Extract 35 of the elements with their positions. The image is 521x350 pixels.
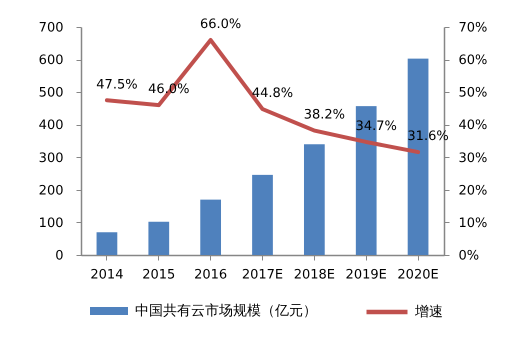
y-tick-label: 0 (55, 248, 64, 264)
data-label: 47.5% (96, 77, 138, 92)
x-tick-label: 2019E (346, 268, 387, 282)
y2-tick-label: 30% (458, 150, 488, 166)
y2-tick-label: 60% (458, 53, 488, 68)
y-tick-label: 100 (38, 216, 64, 231)
data-label: 66.0% (200, 17, 242, 32)
y-tick-label: 400 (38, 118, 64, 134)
x-tick-label: 2020E (397, 268, 439, 282)
bar (200, 200, 222, 255)
x-tick-label: 2015 (142, 268, 176, 282)
legend-label: 中国共有云市场规模（亿元） (135, 303, 317, 319)
y2-tick-label: 40% (458, 118, 488, 134)
x-tick-label: 2014 (90, 268, 124, 282)
x-tick-label: 2017E (242, 268, 284, 282)
y2-tick-label: 70% (458, 20, 488, 36)
data-label: 38.2% (304, 108, 346, 123)
data-label: 44.8% (252, 86, 294, 102)
y-tick-label: 200 (38, 183, 64, 198)
legend-label: 增速 (414, 304, 443, 320)
y2-tick-label: 10% (458, 216, 488, 231)
bar (252, 174, 273, 255)
x-tick-label: 2018E (294, 268, 336, 282)
y-tick-label: 700 (38, 20, 64, 36)
y2-tick-label: 50% (458, 86, 488, 101)
bar (96, 232, 118, 255)
data-label: 34.7% (356, 118, 397, 134)
y2-tick-label: 0% (458, 248, 480, 264)
y2-tick-label: 20% (458, 183, 488, 198)
y-tick-label: 500 (38, 86, 64, 101)
bar (304, 144, 325, 255)
x-tick-label: 2016 (194, 268, 228, 282)
y-tick-label: 300 (38, 150, 64, 166)
y-tick-label: 600 (38, 53, 64, 68)
bar (148, 222, 170, 255)
